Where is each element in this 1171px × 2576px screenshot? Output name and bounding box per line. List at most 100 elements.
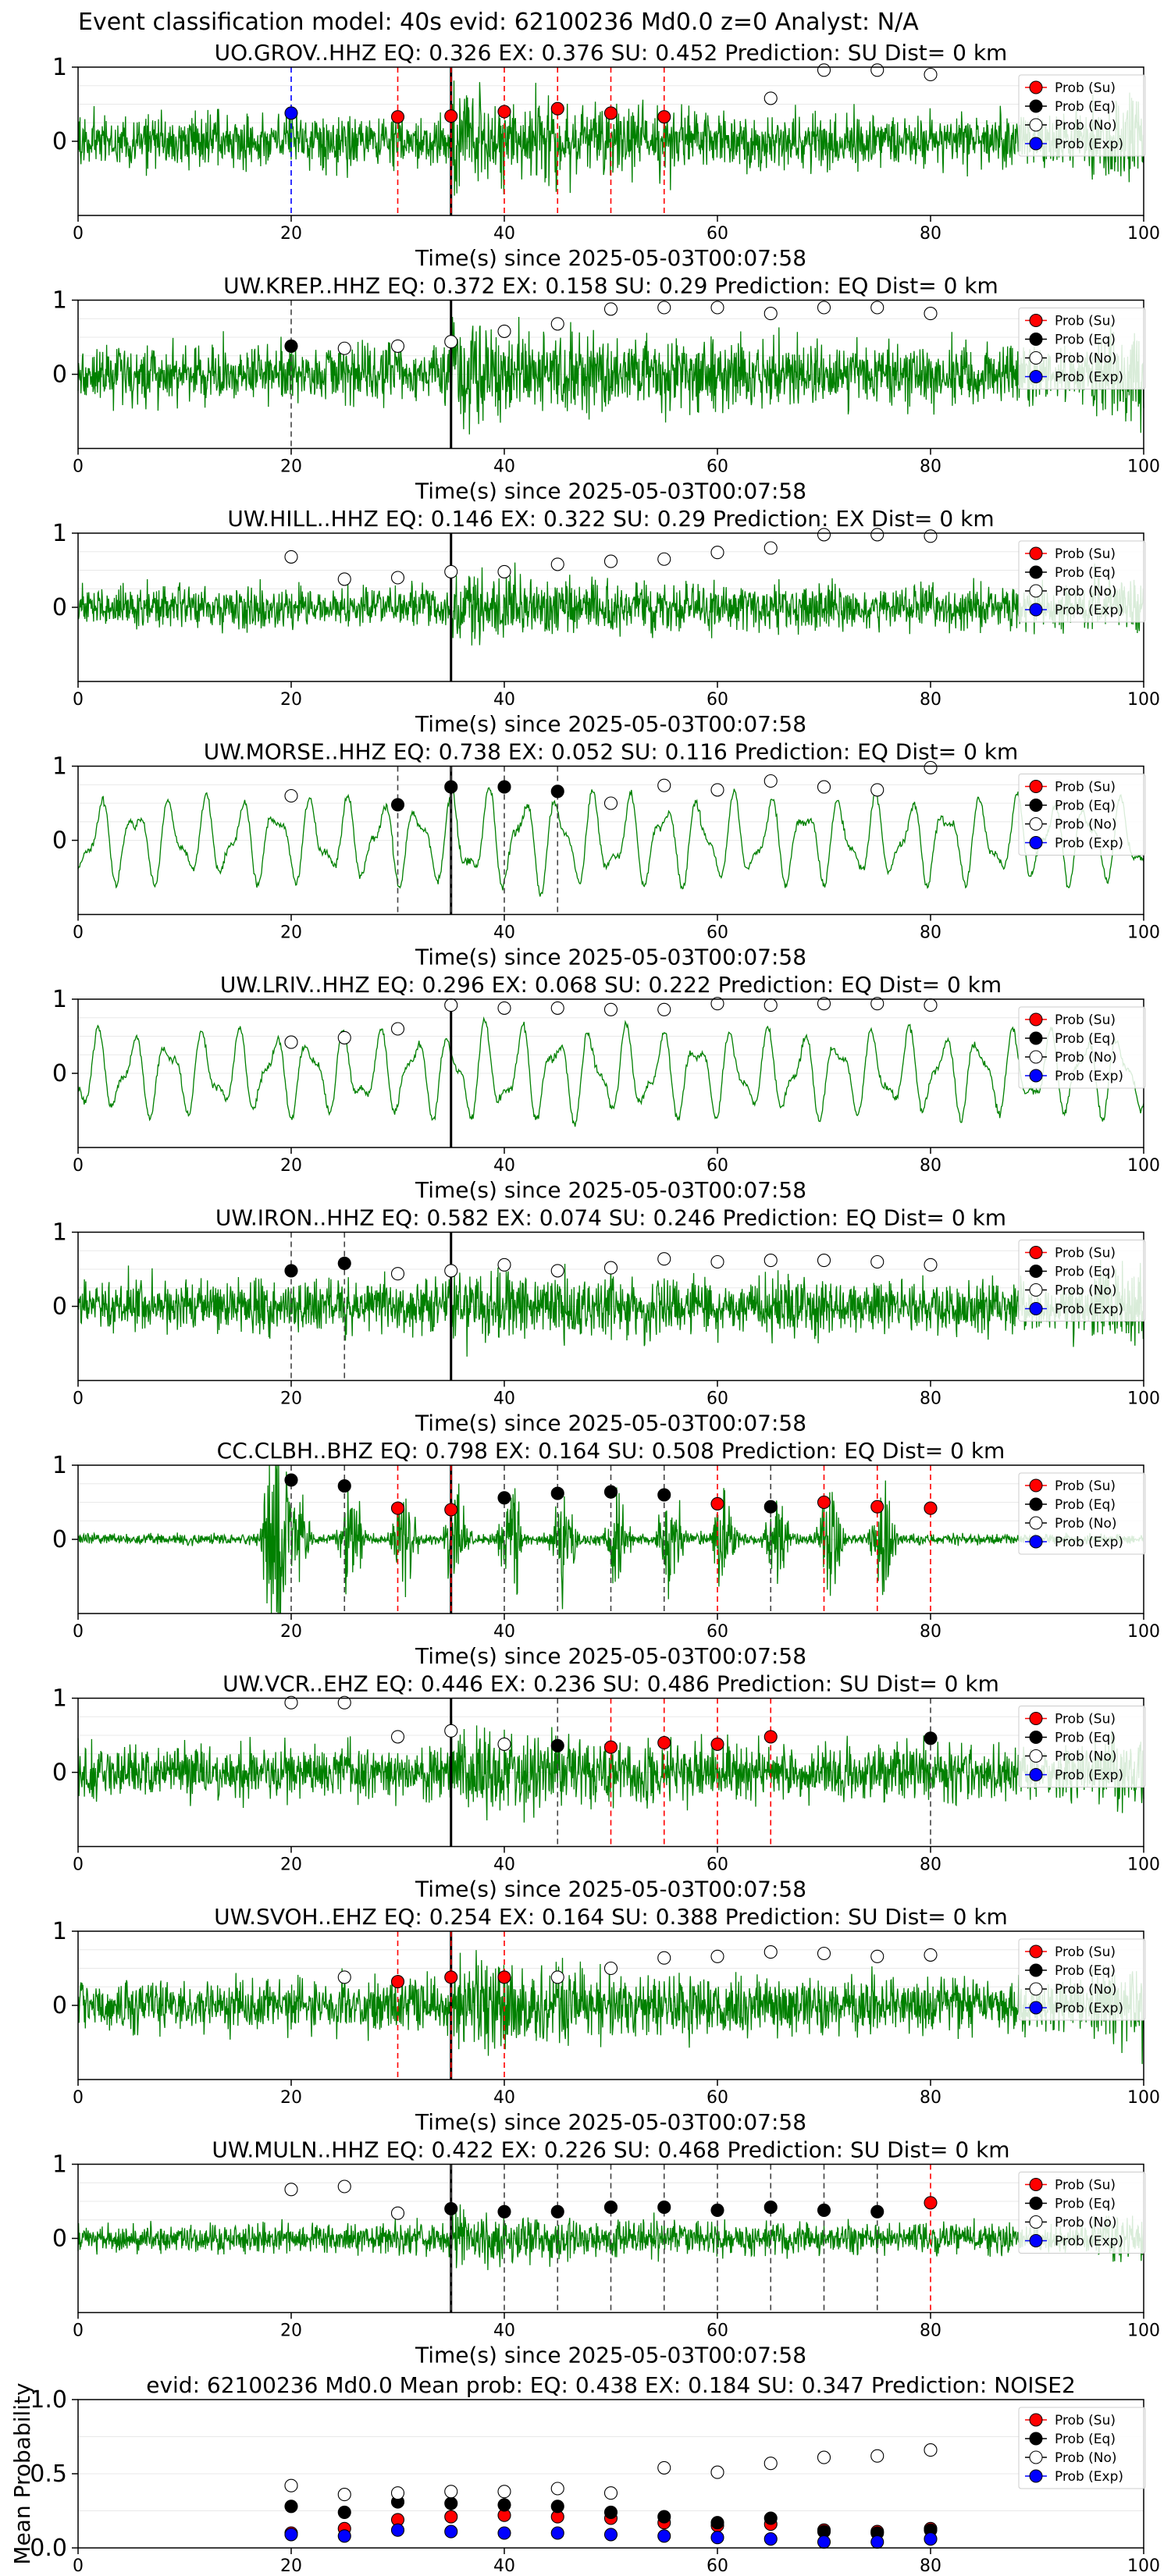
x-tick-label: 80 (920, 1156, 941, 1176)
legend-label-su: Prob (Su) (1055, 2413, 1116, 2428)
prob-marker-no (603, 554, 618, 568)
x-tick-label: 100 (1127, 1622, 1160, 1642)
prob-marker-no (603, 1961, 618, 1976)
mean-prob-marker-exp (924, 2532, 938, 2546)
panel-title: CC.CLBH..BHZ EQ: 0.798 EX: 0.164 SU: 0.5… (217, 1438, 1005, 1464)
prob-marker-no (924, 1948, 938, 1962)
panel-11: evid: 62100236 Md0.0 Mean prob: EQ: 0.43… (9, 2372, 1160, 2576)
x-tick-label: 60 (707, 1156, 728, 1176)
legend-marker-exp (1029, 137, 1043, 151)
prob-marker-eq (550, 2204, 564, 2218)
mean-prob-marker-no (337, 2488, 351, 2502)
x-tick-label: 20 (280, 457, 302, 477)
legend-marker-eq (1029, 799, 1043, 812)
y-tick-label: 1 (52, 1452, 67, 1479)
prob-marker-eq (337, 1256, 351, 1270)
y-tick-label: 0 (52, 1060, 67, 1087)
mean-prob-marker-exp (763, 2532, 778, 2546)
waveform-trace (77, 316, 1144, 435)
legend-marker-eq (1029, 2197, 1043, 2210)
y-tick-label: 0 (52, 2226, 67, 2253)
x-axis-label: Time(s) since 2025-05-03T00:07:58 (415, 479, 806, 504)
prob-marker-eq (657, 2201, 671, 2215)
prob-marker-no (710, 1949, 724, 1963)
legend-label-exp: Prob (Exp) (1055, 137, 1123, 152)
prob-marker-no (390, 1267, 405, 1281)
legend-label-exp: Prob (Exp) (1055, 1768, 1123, 1784)
x-tick-label: 0 (73, 923, 84, 943)
x-tick-label: 20 (280, 1156, 302, 1176)
y-tick-label: 0 (52, 1526, 67, 1553)
prob-marker-su (710, 1737, 724, 1751)
legend-label-exp: Prob (Exp) (1055, 1535, 1123, 1550)
x-tick-label: 0 (73, 1389, 84, 1409)
legend-marker-no (1029, 1050, 1043, 1064)
prob-marker-su (390, 1975, 405, 1989)
waveform-trace (77, 1016, 1144, 1127)
prob-marker-no (710, 301, 724, 315)
legend-marker-no (1029, 817, 1043, 831)
prob-marker-su (763, 1730, 778, 1744)
legend-label-su: Prob (Su) (1055, 2178, 1116, 2194)
prob-marker-eq (817, 2203, 831, 2217)
panel-title: UO.GROV..HHZ EQ: 0.326 EX: 0.376 SU: 0.4… (215, 40, 1008, 66)
legend-marker-su (1029, 1246, 1043, 1259)
legend-label-eq: Prob (Eq) (1055, 2197, 1116, 2212)
prob-marker-no (924, 307, 938, 321)
panel-4: UW.MORSE..HHZ EQ: 0.738 EX: 0.052 SU: 0.… (52, 739, 1160, 970)
legend-label-su: Prob (Su) (1055, 1246, 1116, 1261)
legend-marker-su (1029, 1012, 1043, 1026)
prob-marker-no (763, 774, 778, 788)
legend-marker-exp (1029, 603, 1043, 617)
x-tick-label: 80 (920, 2556, 941, 2576)
prob-marker-no (390, 2206, 405, 2220)
x-tick-label: 80 (920, 224, 941, 244)
legend-marker-exp (1029, 1768, 1043, 1781)
legend-label-no: Prob (No) (1055, 1749, 1117, 1765)
prob-marker-no (550, 1264, 564, 1278)
prob-marker-no (763, 91, 778, 105)
prob-marker-eq (284, 339, 298, 353)
prob-marker-no (390, 1022, 405, 1036)
prob-marker-no (337, 2179, 351, 2194)
x-tick-label: 0 (73, 1856, 84, 1875)
legend-marker-su (1029, 546, 1043, 560)
panel-6: UW.IRON..HHZ EQ: 0.582 EX: 0.074 SU: 0.2… (52, 1205, 1160, 1436)
prob-marker-no (657, 1002, 671, 1016)
prob-marker-no (870, 63, 884, 77)
prob-marker-no (710, 997, 724, 1011)
prob-marker-no (870, 783, 884, 797)
prob-marker-no (284, 550, 298, 564)
mean-prob-marker-eq (710, 2516, 724, 2530)
waveform-trace (77, 1260, 1144, 1357)
prob-marker-su (924, 2196, 938, 2210)
prob-marker-exp (284, 106, 298, 120)
legend-box (1018, 1938, 1146, 2021)
x-tick-label: 100 (1127, 2322, 1160, 2341)
prob-marker-su (603, 1740, 618, 1754)
x-tick-label: 100 (1127, 1156, 1160, 1176)
panel-title: UW.IRON..HHZ EQ: 0.582 EX: 0.074 SU: 0.2… (215, 1205, 1006, 1231)
panel-7: CC.CLBH..BHZ EQ: 0.798 EX: 0.164 SU: 0.5… (52, 1438, 1160, 1669)
x-tick-label: 20 (280, 923, 302, 943)
x-tick-label: 100 (1127, 2556, 1160, 2576)
mean-prob-marker-no (390, 2486, 405, 2500)
x-axis-label: Time(s) since 2025-05-03T00:07:58 (415, 1411, 806, 1436)
prob-marker-no (497, 324, 511, 338)
legend-label-no: Prob (No) (1055, 2450, 1117, 2466)
prob-marker-no (497, 1258, 511, 1272)
x-tick-label: 60 (707, 2556, 728, 2576)
x-tick-label: 100 (1127, 690, 1160, 710)
panel-title: UW.SVOH..EHZ EQ: 0.254 EX: 0.164 SU: 0.3… (214, 1904, 1008, 1930)
legend-label-su: Prob (Su) (1055, 780, 1116, 795)
legend-marker-no (1029, 118, 1043, 132)
legend-label-su: Prob (Su) (1055, 1712, 1116, 1727)
prob-marker-no (390, 1730, 405, 1744)
panel-title: UW.VCR..EHZ EQ: 0.446 EX: 0.236 SU: 0.48… (222, 1671, 999, 1697)
legend-label-no: Prob (No) (1055, 1283, 1117, 1299)
prob-marker-no (763, 998, 778, 1012)
panel-title: UW.KREP..HHZ EQ: 0.372 EX: 0.158 SU: 0.2… (223, 273, 998, 299)
panel-3: UW.HILL..HHZ EQ: 0.146 EX: 0.322 SU: 0.2… (52, 506, 1160, 737)
prob-marker-no (710, 546, 724, 560)
prob-marker-su (497, 1970, 511, 1984)
